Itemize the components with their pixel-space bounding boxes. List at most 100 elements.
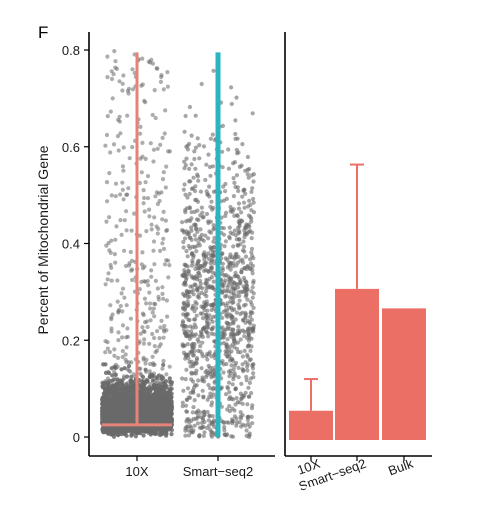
data-point [158, 248, 163, 253]
data-point [182, 159, 187, 164]
data-point [180, 273, 185, 278]
data-point [120, 81, 125, 86]
data-point [244, 378, 249, 383]
data-point [104, 404, 109, 410]
data-point [237, 293, 242, 298]
data-point [238, 281, 243, 286]
data-point [139, 170, 144, 175]
data-point [196, 240, 201, 246]
data-point [194, 313, 199, 318]
data-point [124, 192, 129, 197]
data-point [199, 81, 204, 87]
data-point [193, 266, 198, 272]
data-point [228, 252, 233, 257]
data-point [204, 211, 210, 217]
data-point [185, 417, 190, 422]
data-point [140, 266, 146, 271]
data-point [127, 392, 132, 397]
data-point [227, 390, 232, 395]
data-point [198, 281, 203, 286]
data-point [165, 314, 170, 319]
data-point [126, 186, 131, 191]
data-point [247, 431, 252, 436]
data-point [204, 354, 209, 359]
y-axis-ticks: 0 0.2 0.4 0.6 0.8 [62, 43, 89, 445]
data-point [127, 405, 133, 410]
data-point [188, 324, 193, 329]
data-point [223, 210, 229, 215]
data-point [191, 175, 196, 180]
data-point [115, 355, 121, 360]
data-point [144, 427, 149, 432]
data-point [195, 208, 200, 213]
data-point [249, 250, 254, 255]
data-point [225, 324, 231, 329]
data-point [242, 348, 247, 353]
data-point [125, 398, 131, 403]
data-point [247, 424, 252, 429]
data-point [198, 344, 203, 349]
data-point [158, 79, 163, 84]
data-point [161, 87, 166, 92]
data-point [233, 373, 238, 378]
data-point [161, 209, 166, 214]
data-point [138, 124, 143, 129]
data-point [153, 386, 158, 391]
data-point [206, 236, 211, 241]
data-point [196, 258, 201, 263]
data-point [225, 385, 230, 390]
data-point [123, 263, 129, 269]
data-point [116, 330, 121, 335]
data-point [104, 243, 109, 248]
data-point [162, 412, 168, 417]
data-point [147, 207, 152, 212]
data-point [212, 235, 217, 241]
data-point [211, 227, 216, 232]
data-point [190, 305, 195, 310]
data-point [193, 317, 198, 322]
data-point [199, 263, 204, 269]
data-point [125, 326, 130, 331]
data-point [231, 194, 236, 199]
data-point [223, 278, 228, 283]
data-point [180, 220, 185, 225]
data-point [166, 149, 171, 154]
data-point [125, 374, 130, 379]
data-point [225, 265, 230, 270]
data-point [143, 400, 149, 405]
data-point [104, 180, 110, 185]
data-point [109, 329, 114, 334]
data-point [223, 349, 228, 354]
data-point [159, 430, 165, 435]
data-point [152, 431, 157, 436]
data-point [189, 216, 194, 221]
data-point [183, 208, 188, 213]
data-point [151, 248, 156, 253]
data-point [152, 262, 157, 267]
data-point [241, 367, 246, 373]
data-point [250, 285, 255, 290]
data-point [197, 143, 202, 148]
data-point [189, 329, 194, 334]
data-point [227, 396, 232, 402]
data-point [193, 371, 199, 376]
ytick-label: 0.2 [62, 333, 80, 348]
data-point [118, 303, 123, 309]
data-point [208, 391, 213, 396]
data-point [120, 187, 125, 192]
data-point [151, 361, 156, 366]
data-point [124, 402, 129, 407]
data-point [189, 425, 194, 430]
data-point [145, 408, 150, 414]
data-point [117, 79, 122, 84]
data-point [138, 399, 143, 404]
data-point [242, 266, 247, 271]
data-point [145, 324, 150, 330]
data-point [232, 363, 238, 368]
data-point [147, 341, 152, 346]
data-point [139, 279, 144, 284]
data-point [203, 268, 208, 273]
data-point [151, 306, 156, 311]
data-point [227, 295, 232, 300]
data-point [192, 385, 197, 390]
